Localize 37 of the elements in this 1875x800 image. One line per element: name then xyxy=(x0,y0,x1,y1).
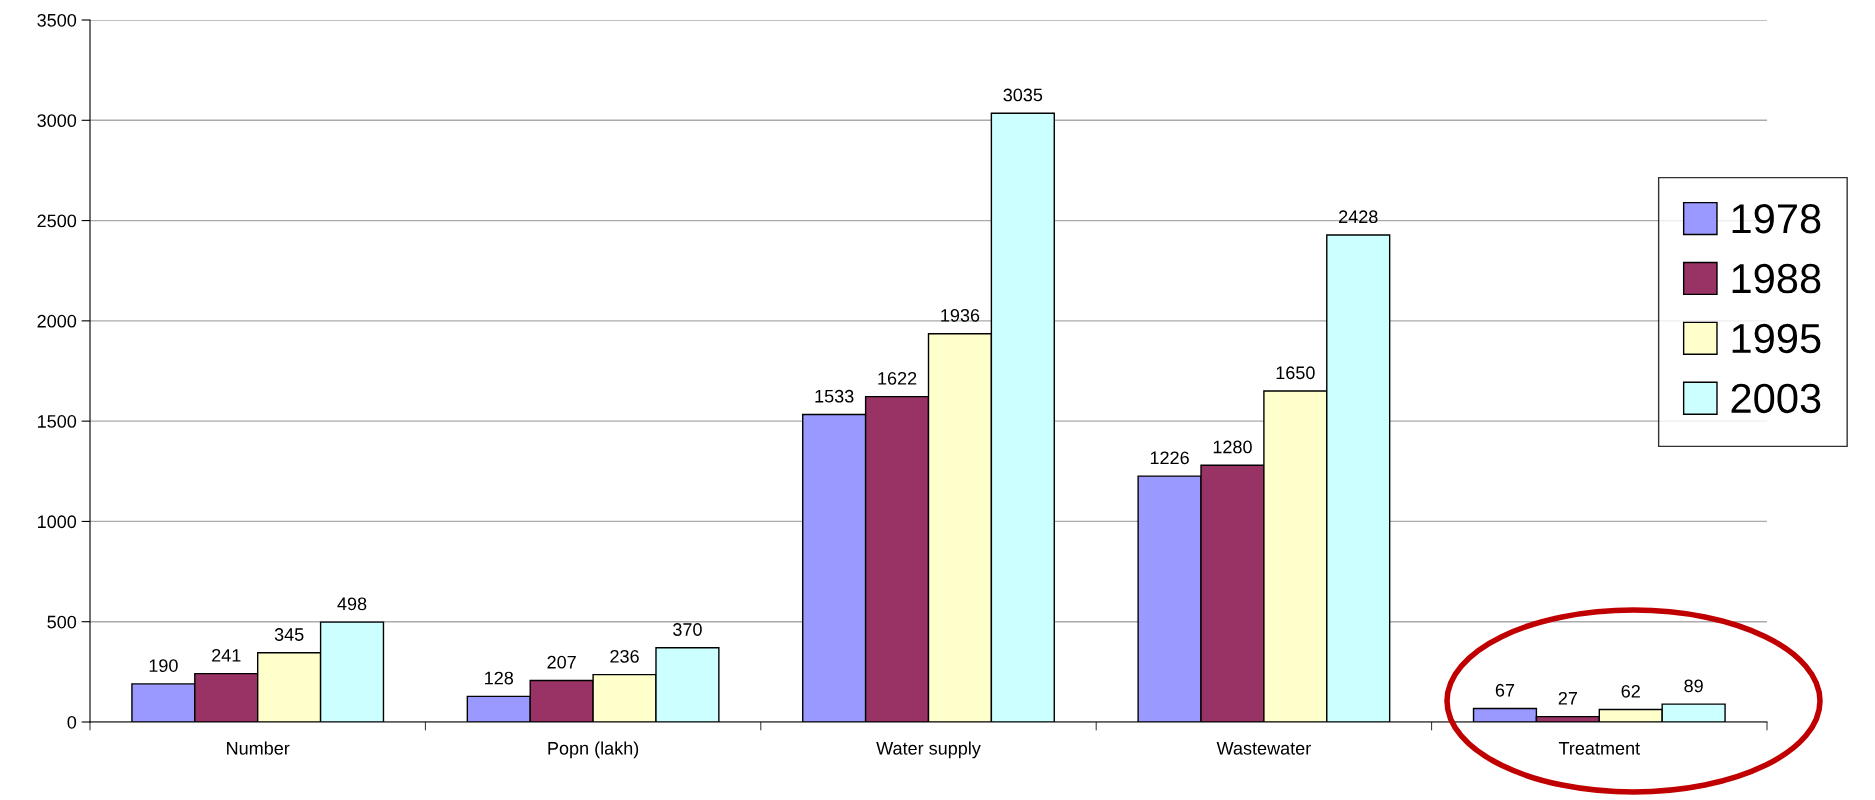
data-label: 241 xyxy=(212,648,241,662)
y-tick-label: 0 xyxy=(67,715,77,729)
data-label: 2428 xyxy=(1339,210,1378,224)
data-label: 190 xyxy=(149,659,178,672)
data-label: 128 xyxy=(485,671,514,685)
y-tick-label: 500 xyxy=(47,615,77,629)
data-label: 236 xyxy=(610,649,639,663)
data-label: 67 xyxy=(1495,683,1515,697)
data-label: 3035 xyxy=(1003,88,1043,102)
data-label: 1650 xyxy=(1276,366,1315,380)
y-tick-label: 1500 xyxy=(38,415,77,428)
data-label: 345 xyxy=(274,628,304,641)
legend-label: 1988 xyxy=(1732,263,1821,294)
data-label: 207 xyxy=(547,655,576,669)
y-tick-label: 2500 xyxy=(37,214,77,228)
x-tick-label: Water supply xyxy=(876,741,981,759)
x-tick-label: Popn (lakh) xyxy=(548,741,639,759)
legend-label: 2003 xyxy=(1731,383,1821,414)
data-label: 89 xyxy=(1684,679,1703,693)
x-tick-label: Treatment xyxy=(1558,742,1640,755)
data-label: 1622 xyxy=(878,371,917,385)
y-tick-label: 1000 xyxy=(38,515,77,529)
y-tick-label: 3500 xyxy=(37,13,77,27)
data-label: 1936 xyxy=(941,309,980,322)
data-label: 1226 xyxy=(1150,451,1189,465)
x-tick-label: Number xyxy=(227,741,290,755)
legend-label: 1978 xyxy=(1732,203,1821,234)
data-label: 1533 xyxy=(815,389,854,403)
legend-label: 1995 xyxy=(1732,323,1821,354)
data-label: 370 xyxy=(673,623,702,636)
y-tick-label: 3000 xyxy=(37,114,77,128)
data-label: 498 xyxy=(337,597,367,611)
data-label: 27 xyxy=(1558,691,1577,705)
data-label: 62 xyxy=(1621,684,1640,698)
data-label: 1280 xyxy=(1213,440,1252,454)
x-tick-label: Wastewater xyxy=(1216,742,1311,755)
y-tick-label: 2000 xyxy=(37,314,77,328)
